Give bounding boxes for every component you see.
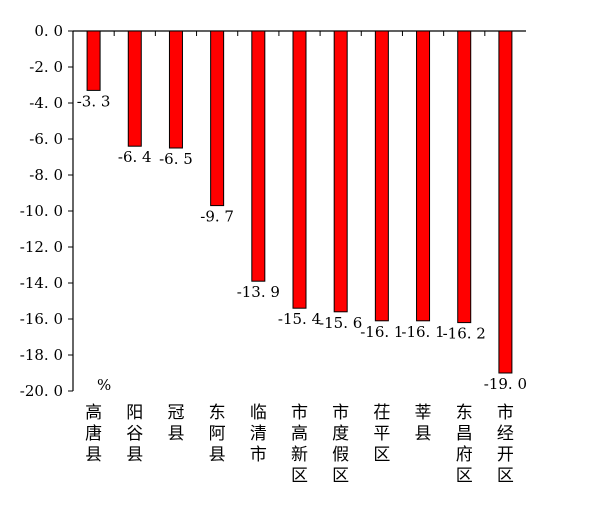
category-label: 高唐县 [85,403,102,465]
category-label: 市高新区 [291,403,308,486]
axes: 0. 0 -2. 0 -4. 0 -6. 0 -8. 0 -10. 0 -12. 0 -14.… [20,22,526,400]
category-label: 阳谷县 [126,403,143,465]
bar [374,30,389,322]
category-label: 市度假区 [332,403,349,486]
bars [86,30,513,374]
unit-label: % [97,376,111,394]
bar [292,30,307,309]
y-tick-label: -16. 0 [20,310,63,328]
category-label: 莘县 [415,403,432,444]
y-tick-label: -2. 0 [29,58,63,76]
data-label: -15. 6 [319,314,362,332]
y-tick-label: -8. 0 [29,166,63,184]
y-tick-label: 0. 0 [34,22,63,40]
y-tick-label: -4. 0 [29,94,63,112]
category-label: 冠县 [167,403,184,444]
bar [498,30,513,374]
bar [210,30,225,207]
data-label: -9. 7 [200,208,234,226]
labels: -3. 3 高唐县 -6. 4 阳谷县 -6. 5 冠县 -9. 7 东阿县 -13. 9 临清市… [77,92,527,486]
data-label: -16. 1 [360,323,403,341]
y-tick-label: -10. 0 [20,202,63,220]
bar [86,30,101,91]
y-tick-label: -14. 0 [20,274,63,292]
bar [251,30,266,282]
category-label: 东阿县 [209,403,226,465]
y-tick-label: -18. 0 [20,346,63,364]
bar [416,30,431,322]
data-label: -6. 5 [159,150,193,168]
bar [457,30,472,324]
y-tick-label: -12. 0 [20,238,63,256]
data-label: -19. 0 [484,375,527,393]
data-label: -16. 1 [401,323,444,341]
y-tick-label: -6. 0 [29,130,63,148]
y-tick-label: -20. 0 [20,382,63,400]
category-label: 临清市 [250,403,267,465]
category-label: 茌平区 [373,403,390,465]
bar [333,30,348,313]
category-label: 东昌府区 [456,403,473,486]
data-label: -6. 4 [118,148,152,166]
data-label: -16. 2 [443,325,486,343]
bar [168,30,183,149]
data-label: -3. 3 [77,92,111,110]
category-label: 市经开区 [497,403,514,486]
data-label: -13. 9 [237,283,280,301]
bar [127,30,142,147]
data-label: -15. 4 [278,310,321,328]
